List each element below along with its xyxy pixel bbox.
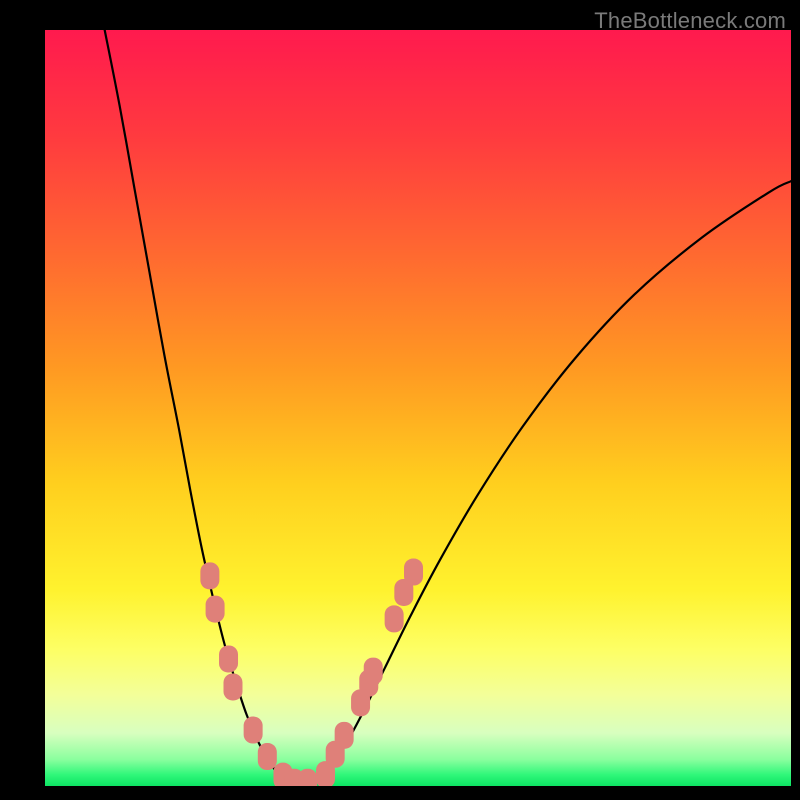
curves-layer <box>45 30 791 786</box>
data-marker <box>404 559 423 586</box>
plot-area <box>45 30 791 786</box>
data-marker <box>206 596 225 623</box>
left-curve <box>105 30 301 784</box>
data-marker <box>244 717 263 744</box>
data-marker <box>385 605 404 632</box>
watermark-text: TheBottleneck.com <box>594 8 786 34</box>
data-marker <box>298 769 317 786</box>
data-marker <box>219 645 238 672</box>
bottleneck-chart: TheBottleneck.com <box>0 0 800 800</box>
data-marker <box>200 562 219 589</box>
data-marker <box>335 722 354 749</box>
data-marker <box>223 673 242 700</box>
data-marker <box>364 658 383 685</box>
data-marker <box>258 743 277 770</box>
